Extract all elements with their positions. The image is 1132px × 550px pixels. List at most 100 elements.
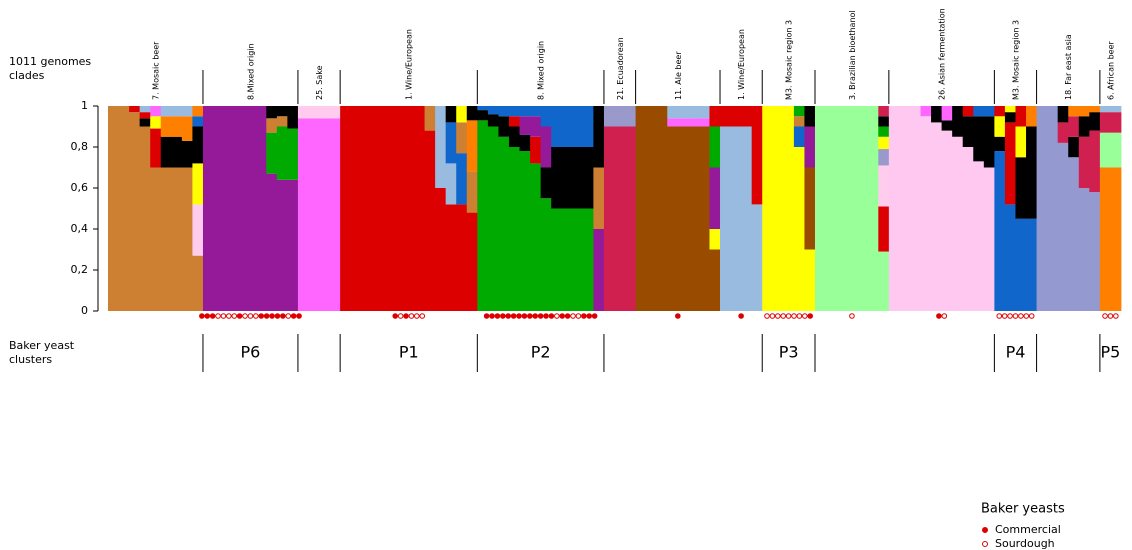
ancestry-segment (129, 112, 141, 312)
ancestry-segment (625, 106, 637, 127)
ancestry-segment (952, 106, 964, 137)
ancestry-segment (572, 106, 584, 147)
ancestry-segment (456, 122, 468, 154)
ancestry-segment (994, 136, 1006, 152)
ancestry-segment (899, 106, 911, 311)
sourdough-marker (1023, 313, 1030, 319)
ancestry-segment (308, 106, 320, 119)
ancestry-segment (973, 106, 985, 117)
ancestry-segment (614, 106, 626, 127)
clade-label: 21. Ecuadorean (616, 37, 625, 100)
ancestry-segment (403, 106, 415, 311)
ancestry-segment (224, 106, 236, 311)
ancestry-segment (287, 128, 299, 180)
ancestry-segment (857, 106, 869, 311)
ancestry-segment (1099, 106, 1111, 113)
y-tick-label: 0,4 (71, 222, 89, 235)
ancestry-segment (1068, 116, 1080, 137)
clade-label: 18. Far east asia (1064, 34, 1073, 100)
commercial-marker (209, 313, 216, 319)
sourdough-marker (1007, 313, 1013, 319)
sourdough-marker (769, 313, 776, 319)
commercial-marker (494, 313, 501, 319)
ancestry-segment (1004, 204, 1016, 311)
ancestry-segment (1015, 218, 1027, 311)
ancestry-segment (192, 255, 204, 311)
ancestry-segment (287, 179, 299, 311)
sourdough-marker (802, 313, 808, 319)
sourdough-marker (419, 313, 426, 319)
ancestry-segment (150, 106, 162, 117)
ancestry-segment (730, 106, 742, 127)
ancestry-segment (382, 106, 394, 311)
clades-row-label: 1011 genomes (9, 55, 91, 68)
ancestry-segment (677, 126, 689, 311)
ancestry-segment (878, 126, 890, 137)
ancestry-segment (878, 136, 890, 150)
sourdough-marker (242, 313, 248, 319)
ancestry-segment (477, 120, 489, 311)
ancestry-segment (540, 198, 552, 311)
ancestry-segment (213, 106, 225, 311)
ancestry-segment (656, 106, 668, 311)
ancestry-segment (530, 116, 542, 137)
commercial-marker (936, 313, 942, 319)
ancestry-segment (1004, 122, 1016, 205)
ancestry-segment (709, 249, 721, 311)
ancestry-segment (297, 118, 309, 311)
clade-label: 8.Mixed origin (246, 43, 255, 100)
ancestry-segment (519, 134, 531, 152)
commercial-marker (258, 313, 265, 319)
ancestry-segment (878, 106, 890, 117)
ancestry-segment (804, 249, 816, 311)
ancestry-segment (994, 116, 1006, 137)
sourdough-marker (253, 313, 259, 319)
ancestry-segment (720, 106, 731, 127)
commercial-marker (274, 313, 281, 319)
ancestry-segment (1099, 167, 1111, 311)
ancestry-segment (181, 106, 193, 117)
sourdough-marker (764, 313, 770, 319)
y-tick-label: 1 (81, 99, 88, 112)
ancestry-segment (1089, 112, 1101, 131)
clade-label: 1. Wine/European (737, 29, 746, 100)
commercial-marker (296, 313, 302, 319)
ancestry-segment (983, 167, 995, 311)
ancestry-segment (266, 173, 278, 311)
ancestry-segment (1078, 106, 1090, 117)
ancestry-segment (1068, 136, 1080, 158)
ancestry-segment (530, 106, 542, 117)
ancestry-segment (487, 126, 499, 311)
ancestry-segment (635, 106, 647, 311)
ancestry-segment (962, 147, 974, 311)
ancestry-segment (983, 106, 995, 117)
commercial-marker (521, 313, 528, 319)
ancestry-segment (519, 151, 531, 311)
ancestry-segment (245, 106, 257, 311)
ancestry-segment (983, 116, 995, 168)
ancestry-segment (424, 106, 436, 131)
ancestry-segment (1110, 132, 1122, 168)
sourdough-marker (849, 313, 855, 319)
ancestry-segment (424, 130, 436, 311)
ancestry-segment (688, 106, 700, 119)
clade-label: 11. Ale beer (674, 51, 683, 100)
ancestry-segment (720, 126, 731, 311)
sourdough-marker (570, 313, 576, 319)
ancestry-segment (171, 136, 183, 168)
ancestry-segment (181, 140, 193, 168)
ancestry-segment (129, 106, 141, 113)
ancestry-segment (371, 106, 383, 311)
sourdough-marker (408, 313, 415, 319)
sourdough-marker (1028, 313, 1035, 319)
sourdough-marker (397, 313, 404, 319)
commercial-marker (543, 313, 549, 319)
sourdough-marker (247, 313, 254, 319)
ancestry-segment (171, 116, 183, 137)
ancestry-segment (139, 118, 151, 127)
commercial-marker (505, 313, 512, 319)
sourdough-marker (1012, 313, 1019, 319)
ancestry-segment (171, 167, 183, 311)
ancestry-segment (160, 106, 172, 117)
ancestry-segment (118, 106, 130, 311)
